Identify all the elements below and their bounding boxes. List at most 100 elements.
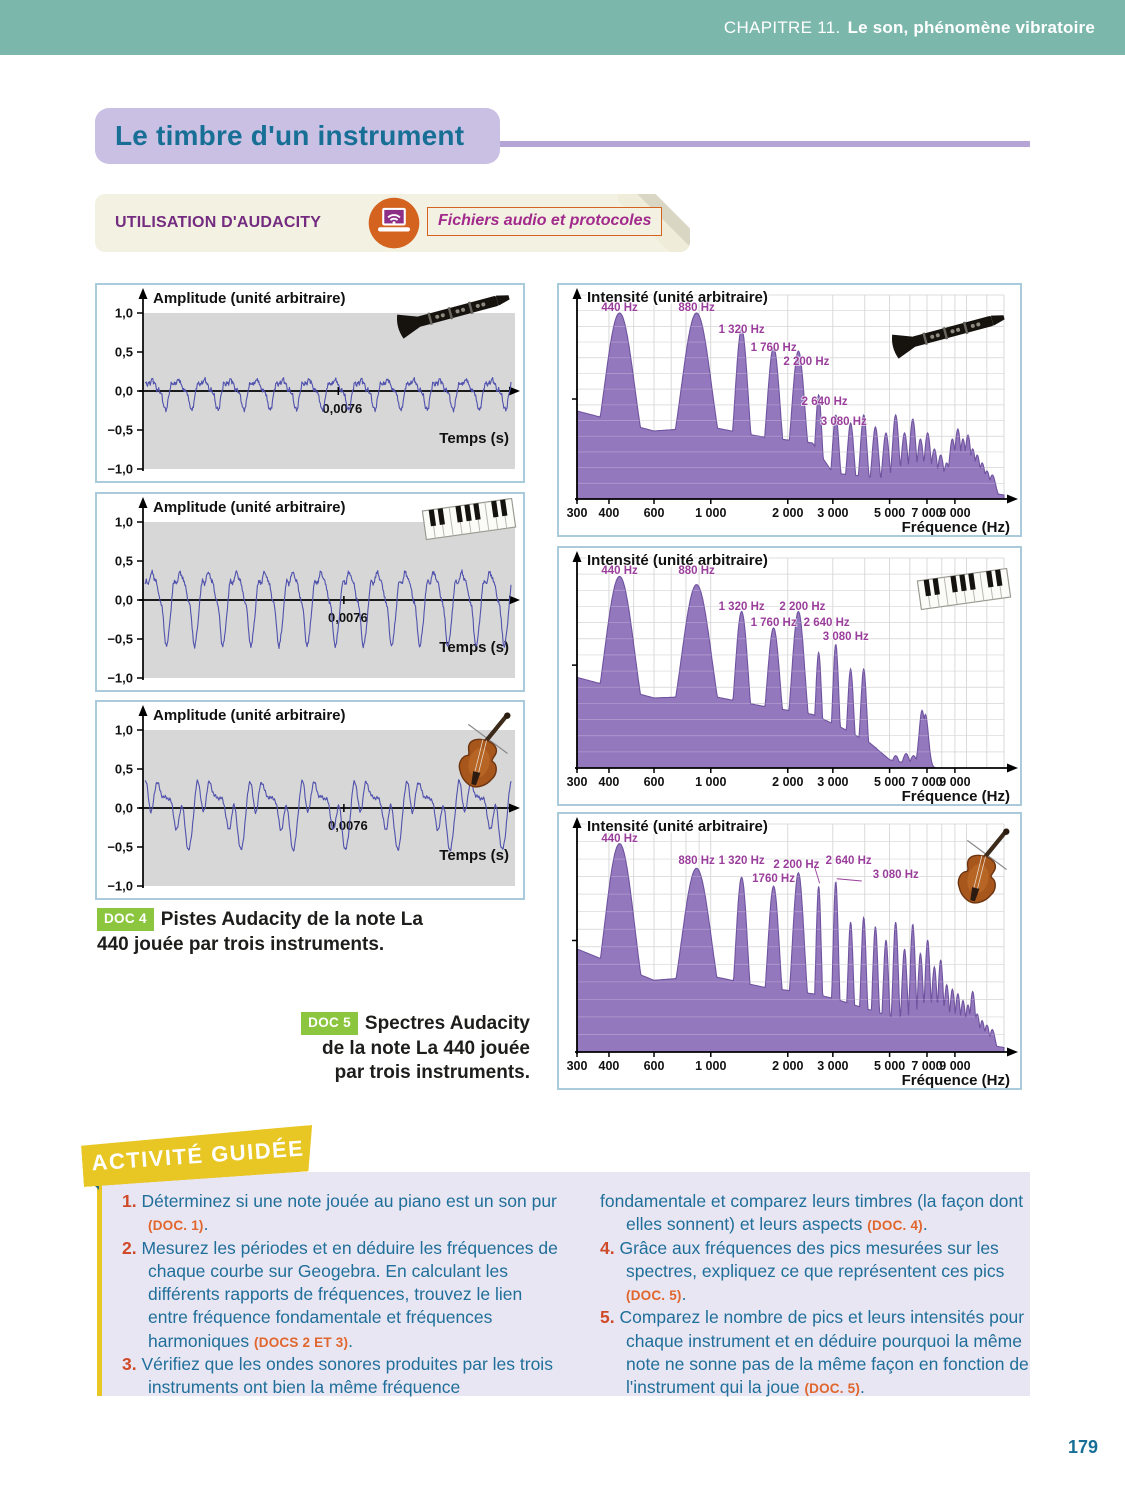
waveform-chart-piano: 1,0 0,5 0,0 −0,5 −1,0 0,0076 Amplitude (unité …: [107, 497, 520, 686]
question-text: Grâce aux fréquences des pics mesurées s…: [619, 1237, 1005, 1281]
question-number: 2.: [122, 1237, 142, 1258]
laptop-wifi-icon: [367, 196, 421, 250]
svg-text:440 Hz: 440 Hz: [601, 302, 638, 314]
svg-text:7 000: 7 000: [911, 775, 942, 789]
audacity-banner: UTILISATION D'AUDACITY Fichiers audio et…: [95, 194, 690, 252]
activity-question: 1. Déterminez si une note jouée au piano…: [122, 1190, 560, 1237]
svg-text:−1,0: −1,0: [107, 671, 133, 686]
svg-text:−0,5: −0,5: [107, 423, 133, 438]
svg-text:1 320 Hz: 1 320 Hz: [719, 855, 765, 867]
question-text: Mesurez les périodes et en déduire les f…: [141, 1237, 558, 1351]
piano-icon: [916, 566, 1012, 612]
svg-text:0,5: 0,5: [115, 345, 133, 360]
svg-text:2 000: 2 000: [772, 1059, 803, 1073]
chapter-title: Le son, phénomène vibratoire: [847, 17, 1095, 37]
piano-icon: [421, 496, 517, 542]
svg-text:2 200 Hz: 2 200 Hz: [783, 356, 829, 368]
svg-text:440 Hz: 440 Hz: [601, 833, 638, 845]
svg-text:300: 300: [567, 506, 588, 520]
doc5-caption-text: Spectres Audacity de la note La 440 joué…: [321, 1013, 530, 1084]
question-text: .: [922, 1214, 928, 1235]
svg-text:300: 300: [567, 775, 588, 789]
svg-text:1 000: 1 000: [695, 506, 726, 520]
svg-text:1 760 Hz: 1 760 Hz: [751, 617, 797, 629]
clarinet-icon: [393, 287, 517, 339]
svg-text:−1,0: −1,0: [107, 879, 133, 894]
question-text: Comparez le nombre de pics et leurs inte…: [619, 1307, 1029, 1398]
svg-text:400: 400: [599, 1059, 620, 1073]
audacity-usage-label: UTILISATION D'AUDACITY: [115, 214, 322, 231]
chapter-number: CHAPITRE 11.: [723, 17, 841, 37]
svg-text:2 200 Hz: 2 200 Hz: [779, 601, 825, 613]
activity-question: 5. Comparez le nombre de pics et leurs i…: [600, 1306, 1034, 1399]
svg-text:3 080 Hz: 3 080 Hz: [873, 869, 919, 881]
svg-text:1,0: 1,0: [115, 723, 133, 738]
svg-text:2 640 Hz: 2 640 Hz: [826, 855, 872, 867]
svg-text:1760 Hz: 1760 Hz: [752, 873, 795, 885]
question-number: 3.: [122, 1353, 142, 1374]
guided-activity-box: [97, 1172, 1030, 1396]
doc-reference: (DOC. 5): [626, 1288, 682, 1304]
svg-text:0,5: 0,5: [115, 762, 133, 777]
activity-question: fondamentale et comparez leurs timbres (…: [600, 1190, 1034, 1237]
svg-text:Amplitude (unité arbitraire): Amplitude (unité arbitraire): [153, 499, 346, 516]
activity-questions-left-column: 1. Déterminez si une note jouée au piano…: [122, 1190, 560, 1399]
svg-text:1 000: 1 000: [695, 1059, 726, 1073]
svg-text:Intensité (unité arbitraire): Intensité (unité arbitraire): [587, 818, 768, 835]
question-text: Vérifiez que les ondes sonores produites…: [141, 1353, 553, 1398]
question-number: 5.: [600, 1307, 620, 1328]
svg-text:600: 600: [644, 1059, 665, 1073]
question-text: .: [348, 1330, 354, 1351]
chapter-header-bar: CHAPITRE 11. Le son, phénomène vibratoir…: [0, 0, 1125, 55]
guided-activity-title: ACTIVITÉ GUIDÉE: [90, 1135, 306, 1176]
svg-text:3 080 Hz: 3 080 Hz: [821, 416, 867, 428]
audio-files-link[interactable]: Fichiers audio et protocoles: [427, 207, 663, 236]
activity-question: 4. Grâce aux fréquences des pics mesurée…: [600, 1237, 1034, 1307]
doc4-caption: DOC 4 Pistes Audacity de la note La 440 j…: [97, 908, 442, 957]
waveform-chart-violon: 1,0 0,5 0,0 −0,5 −1,0 0,0076 Amplitude (unité …: [107, 705, 520, 894]
waveform-panel-piano: 1,0 0,5 0,0 −0,5 −1,0 0,0076 Amplitude (unité …: [95, 492, 525, 692]
svg-text:3 000: 3 000: [817, 775, 848, 789]
doc5-badge: DOC 5: [301, 1012, 358, 1035]
svg-text:880 Hz: 880 Hz: [678, 302, 715, 314]
svg-text:400: 400: [599, 775, 620, 789]
svg-text:9 000: 9 000: [939, 1059, 970, 1073]
doc5-caption: DOC 5 Spectres Audacity de la note La 440…: [295, 1012, 530, 1086]
question-number: 1.: [122, 1191, 142, 1211]
activity-question: 3. Vérifiez que les ondes sonores produi…: [122, 1353, 560, 1400]
question-text: .: [203, 1214, 209, 1235]
svg-text:−0,5: −0,5: [107, 840, 133, 855]
question-number: 4.: [600, 1237, 620, 1258]
question-text: .: [681, 1284, 687, 1305]
svg-text:−1,0: −1,0: [107, 462, 133, 477]
svg-text:5 000: 5 000: [874, 1059, 905, 1073]
svg-text:3 000: 3 000: [817, 1059, 848, 1073]
doc-reference: (DOCS 2 ET 3): [254, 1334, 349, 1350]
svg-text:2 640 Hz: 2 640 Hz: [802, 396, 848, 408]
waveform-chart-clarinette: 1,0 0,5 0,0 −0,5 −1,0 0,0076 Amplitude (unité …: [107, 288, 520, 477]
spectrum-panel-piano: 300 400 600 1 000 2 000 3 000 5 000 7 000 9 000 F…: [557, 546, 1022, 806]
svg-text:0,0: 0,0: [115, 593, 133, 608]
svg-text:2 200 Hz: 2 200 Hz: [773, 859, 819, 871]
svg-text:2 640 Hz: 2 640 Hz: [804, 617, 850, 629]
svg-text:0,0076: 0,0076: [322, 401, 362, 416]
waveform-panel-violon: 1,0 0,5 0,0 −0,5 −1,0 0,0076 Amplitude (unité …: [95, 700, 525, 900]
spectrum-panel-violon: 300 400 600 1 000 2 000 3 000 5 000 7 000 9 000 F…: [557, 812, 1022, 1090]
svg-text:600: 600: [644, 775, 665, 789]
waveform-panel-clarinette: 1,0 0,5 0,0 −0,5 −1,0 0,0076 Amplitude (unité …: [95, 283, 525, 483]
svg-text:Temps (s): Temps (s): [439, 639, 509, 656]
page-title-box: Le timbre d'un instrument: [95, 108, 500, 164]
svg-text:1 320 Hz: 1 320 Hz: [719, 601, 765, 613]
svg-text:3 000: 3 000: [817, 506, 848, 520]
activity-questions-right-column: fondamentale et comparez leurs timbres (…: [600, 1190, 1034, 1399]
violin-icon: [449, 704, 515, 798]
svg-text:0,5: 0,5: [115, 554, 133, 569]
svg-text:7 000: 7 000: [911, 506, 942, 520]
svg-text:7 000: 7 000: [911, 1059, 942, 1073]
doc4-caption-text: Pistes Audacity de la note La 440 jouée …: [97, 909, 423, 955]
svg-text:1,0: 1,0: [115, 306, 133, 321]
svg-text:300: 300: [567, 1059, 588, 1073]
